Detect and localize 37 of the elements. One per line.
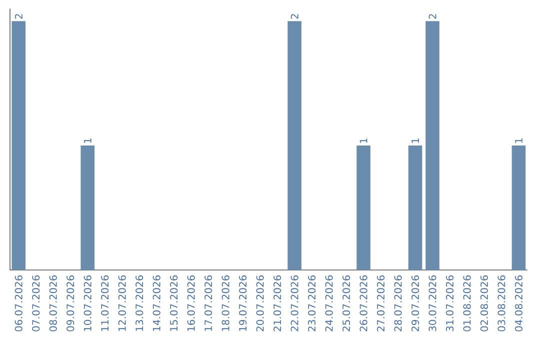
x-tick-label: 12.07.2026 xyxy=(118,275,126,331)
x-tick-label: 28.07.2026 xyxy=(394,275,402,332)
data-label: 1 xyxy=(412,138,419,143)
x-tick-label: 20.07.2026 xyxy=(256,275,264,332)
x-tick-label: 06.07.2026 xyxy=(14,275,22,332)
x-tick-label: 24.07.2026 xyxy=(325,275,333,332)
x-tick-label: 13.07.2026 xyxy=(136,275,144,331)
x-tick-label: 11.07.2026 xyxy=(101,275,109,331)
data-label: 2 xyxy=(290,14,298,19)
x-tick-label: 08.07.2026 xyxy=(49,275,57,332)
x-tick-label: 29.07.2026 xyxy=(411,275,420,332)
x-tick-label: 31.07.2026 xyxy=(446,275,454,332)
x-tick-label: 10.07.2026 xyxy=(84,275,92,331)
x-tick-label: 22.07.2026 xyxy=(290,275,298,332)
x-tick-label: 01.08.2026 xyxy=(463,275,471,332)
x-tick-label: 19.07.2026 xyxy=(239,275,247,331)
data-label: 2 xyxy=(428,14,436,19)
x-tick-label: 14.07.2026 xyxy=(152,275,160,331)
x-tick-label: 03.08.2026 xyxy=(498,275,506,332)
x-tick-label: 30.07.2026 xyxy=(428,275,436,332)
x-tick-label: 26.07.2026 xyxy=(360,275,368,332)
x-tick-label: 15.07.2026 xyxy=(170,275,178,331)
x-tick-label: 17.07.2026 xyxy=(204,275,212,331)
x-tick-label: 21.07.2026 xyxy=(274,275,282,332)
x-tick-label: 02.08.2026 xyxy=(480,275,488,332)
data-label: 1 xyxy=(360,138,368,143)
data-label: 1 xyxy=(84,138,92,143)
x-tick-label: 16.07.2026 xyxy=(187,275,195,331)
data-label: 2 xyxy=(14,14,22,19)
x-tick-label: 18.07.2026 xyxy=(222,275,230,331)
x-tick-label: 04.08.2026 xyxy=(514,275,522,332)
data-label: 1 xyxy=(515,138,522,143)
x-tick-label: 09.07.2026 xyxy=(66,275,74,332)
x-tick-label: 27.07.2026 xyxy=(376,275,385,332)
x-tick-label: 23.07.2026 xyxy=(308,275,316,332)
x-tick-label: 07.07.2026 xyxy=(32,275,40,332)
x-tick-label: 25.07.2026 xyxy=(342,275,350,332)
